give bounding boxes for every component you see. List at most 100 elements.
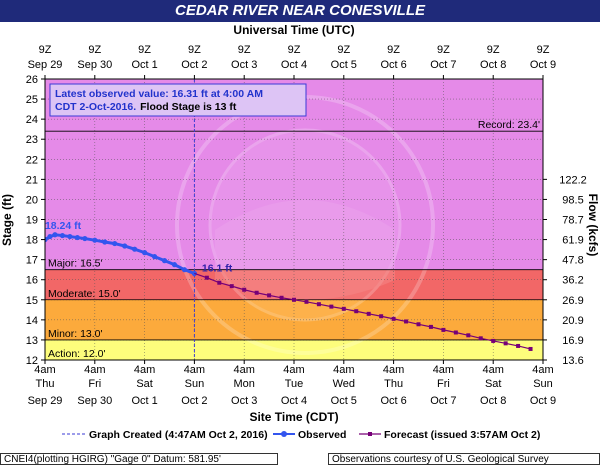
cdt-tick-date: Oct 4 <box>281 395 307 407</box>
stage-tick-label: 21 <box>26 174 38 186</box>
cdt-tick-time: 4am <box>532 364 553 376</box>
cdt-axis-title: Site Time (CDT) <box>249 410 338 424</box>
forecast-point <box>204 275 209 280</box>
cdt-tick-date: Oct 7 <box>430 395 456 407</box>
utc-tick-date: Oct 7 <box>430 59 456 71</box>
category-label: Action: 12.0' <box>48 348 105 360</box>
forecast-point <box>391 316 396 321</box>
stage-axis-title: Stage (ft) <box>0 194 14 246</box>
utc-axis: 9Z Sep 29 9Z Sep 30 9Z Oct 1 9Z Oct 2 9Z Oct 3 9Z O… <box>28 44 556 79</box>
forecast-point <box>279 295 284 300</box>
legend-forecast-marker <box>368 432 372 436</box>
cdt-tick-time: 4am <box>333 364 354 376</box>
info-box-frame <box>49 83 307 117</box>
observed-point <box>171 262 178 268</box>
forecast-point <box>466 333 471 338</box>
utc-tick-date: Oct 2 <box>181 59 207 71</box>
utc-tick-date: Sep 30 <box>77 59 112 71</box>
cdt-tick-date: Oct 9 <box>530 395 556 407</box>
cdt-tick-weekday: Tue <box>285 378 304 390</box>
observations-credit: Observations courtesy of U.S. Geological… <box>328 453 600 465</box>
stage-tick-label: 23 <box>26 134 38 146</box>
stage-tick-label: 19 <box>26 215 38 227</box>
cdt-tick-time: 4am <box>383 364 404 376</box>
title-banner: CEDAR RIVER NEAR CONESVILLE <box>0 0 600 22</box>
category-label: Minor: 13.0' <box>48 328 103 340</box>
peak-annotations: 18.24 ft 16.1 ft <box>45 220 233 275</box>
utc-tick-date: Oct 8 <box>480 59 506 71</box>
stage-tick-label: 14 <box>26 315 38 327</box>
observed-point <box>151 254 158 260</box>
utc-tick-date: Oct 5 <box>331 59 357 71</box>
record-label: Record: 23.4' <box>478 119 540 131</box>
cdt-tick-time: 4am <box>184 364 205 376</box>
observed-point <box>92 237 98 243</box>
forecast-point <box>341 306 346 311</box>
observed-point <box>82 235 88 242</box>
cdt-tick-time: 4am <box>433 364 454 376</box>
cdt-axis: 4am Thu Sep 29 4am Fri Sep 30 4am Sat Oct 1 4am Su… <box>28 360 556 407</box>
value-annotation: 16.1 ft <box>202 263 233 275</box>
cdt-tick-date: Oct 2 <box>181 395 207 407</box>
legend-observed-label: Observed <box>298 429 346 441</box>
forecast-point <box>329 304 334 309</box>
observed-point <box>74 234 80 241</box>
utc-tick-time: 9Z <box>88 44 101 56</box>
observed-point <box>59 232 66 239</box>
forecast-point <box>441 327 446 332</box>
utc-tick-time: 9Z <box>337 44 350 56</box>
cdt-tick-weekday: Mon <box>233 378 254 390</box>
forecast-point <box>292 297 296 302</box>
noaa-watermark <box>175 95 435 355</box>
stage-tick-label: 20 <box>26 194 38 206</box>
stage-tick-label: 12 <box>26 355 38 367</box>
forecast-point <box>354 309 359 314</box>
observed-point <box>47 233 53 240</box>
flow-tick-label: 36.2 <box>562 275 583 287</box>
flow-tick-label: 47.8 <box>562 255 583 267</box>
category-label: Moderate: 15.0' <box>48 288 121 300</box>
legend-created-label: Graph Created (4:47AM Oct 2, 2016) <box>89 429 268 441</box>
forecast-point <box>478 336 483 341</box>
flow-tick-label: 16.9 <box>562 335 583 347</box>
legend-forecast-label: Forecast (issued 3:57AM Oct 2) <box>384 429 540 441</box>
cdt-tick-date: Sep 29 <box>28 395 63 407</box>
observed-point <box>122 243 128 249</box>
forecast-point <box>379 314 384 319</box>
cdt-tick-weekday: Sun <box>533 378 553 390</box>
cdt-tick-weekday: Wed <box>333 378 355 390</box>
flow-tick-label: 13.6 <box>562 355 583 367</box>
forecast-point <box>316 302 321 307</box>
flow-axis: 13.6 16.9 20.9 26.9 36.2 47.8 61.9 78.7 98.5 122.… <box>543 174 587 367</box>
forecast-point <box>304 299 309 304</box>
forecast-point <box>267 293 272 298</box>
cdt-tick-weekday: Sat <box>485 378 502 390</box>
utc-tick-time: 9Z <box>487 44 500 56</box>
forecast-point <box>404 319 409 324</box>
observed-point <box>102 239 108 245</box>
flow-tick-label: 61.9 <box>562 235 583 247</box>
utc-tick-date: Oct 1 <box>131 59 157 71</box>
chart-title: CEDAR RIVER NEAR CONESVILLE <box>174 2 426 19</box>
utc-tick-time: 9Z <box>288 44 301 56</box>
utc-tick-date: Oct 3 <box>231 59 257 71</box>
info-box-flood-stage: Flood Stage is 13 ft <box>140 101 237 113</box>
flow-tick-label: 122.2 <box>559 174 587 186</box>
category-label: Major: 16.5' <box>48 258 103 270</box>
observed-point <box>67 233 73 240</box>
stage-series <box>45 232 533 351</box>
utc-tick-time: 9Z <box>437 44 450 56</box>
gauge-datum-note: CNEI4(plotting HGIRG) "Gage 0" Datum: 58… <box>0 453 278 465</box>
utc-tick-time: 9Z <box>387 44 400 56</box>
stage-tick-label: 26 <box>26 74 38 86</box>
forecast-point <box>242 287 247 292</box>
cdt-tick-weekday: Fri <box>437 378 450 390</box>
forecast-point <box>491 338 496 343</box>
info-box-line2: CDT 2-Oct-2016. Flood Stage is 13 ft <box>55 101 237 113</box>
cdt-tick-weekday: Sun <box>185 378 205 390</box>
value-annotation: 18.24 ft <box>45 220 82 232</box>
stage-tick-label: 24 <box>26 114 38 126</box>
forecast-point <box>416 322 421 327</box>
hydrograph-chart: Record: 23.4' Action: 12.0' Minor: 13.0' M… <box>0 23 600 441</box>
